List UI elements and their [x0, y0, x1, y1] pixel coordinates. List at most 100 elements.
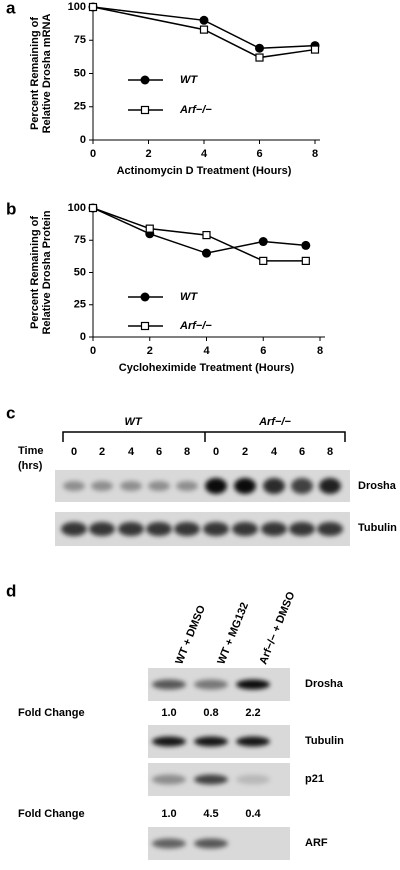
- marker: [199, 25, 209, 34]
- band: [236, 679, 270, 690]
- time-value: 8: [184, 446, 190, 458]
- band: [261, 522, 287, 536]
- band: [61, 522, 87, 536]
- row-label: ARF: [305, 837, 328, 849]
- time-value: 0: [71, 446, 77, 458]
- x-tick-label: 0: [90, 345, 96, 357]
- series-line: [92, 207, 306, 262]
- band: [174, 522, 200, 536]
- band: [236, 839, 270, 849]
- series-line: [92, 207, 306, 254]
- time-value: 4: [271, 446, 278, 458]
- band: [176, 481, 198, 491]
- band: [236, 736, 270, 747]
- y-tick-label: 0: [80, 331, 86, 343]
- lane-label: WT + DMSO: [173, 603, 208, 666]
- legend-marker: [140, 321, 150, 331]
- band: [289, 522, 315, 536]
- x-axis-label: Cycloheximide Treatment (Hours): [119, 362, 295, 374]
- row-label: Tubulin: [305, 735, 344, 747]
- band: [194, 838, 228, 849]
- x-tick-label: 8: [317, 345, 323, 357]
- panel-label: b: [6, 199, 16, 218]
- time-label: (hrs): [18, 460, 43, 472]
- y-tick-label: 75: [74, 234, 86, 246]
- band: [194, 774, 228, 785]
- marker: [310, 45, 320, 54]
- band: [236, 774, 270, 785]
- band: [263, 478, 285, 494]
- legend-label: Arf−/−: [179, 104, 212, 116]
- y-tick-label: 50: [74, 67, 86, 79]
- band: [152, 679, 186, 690]
- panel-label: a: [6, 0, 16, 17]
- y-tick-label: 50: [74, 266, 86, 278]
- time-value: 2: [242, 446, 248, 458]
- legend-label: Arf−/−: [179, 320, 212, 332]
- band: [317, 522, 343, 536]
- band: [194, 679, 228, 690]
- fold-value: 1.0: [161, 707, 176, 719]
- marker: [255, 53, 264, 62]
- marker: [301, 240, 311, 250]
- band: [152, 838, 186, 849]
- fold-value: 0.8: [203, 707, 218, 719]
- panel-label: d: [6, 581, 16, 600]
- marker: [255, 43, 264, 53]
- lane-label: Arf−/− + DMSO: [257, 590, 297, 667]
- marker: [145, 224, 154, 233]
- y-tick-label: 25: [74, 299, 86, 311]
- band: [291, 478, 313, 494]
- x-tick-label: 6: [260, 345, 266, 357]
- fold-value: 1.0: [161, 808, 176, 820]
- marker: [258, 237, 268, 247]
- x-tick-label: 4: [201, 148, 208, 160]
- band: [146, 522, 172, 536]
- fold-label: Fold Change: [18, 707, 85, 719]
- series-line: [92, 6, 316, 59]
- marker: [259, 256, 268, 265]
- y-axis-label: Percent Remaining of: [29, 216, 41, 329]
- band: [194, 736, 228, 747]
- panel-label: c: [6, 403, 15, 422]
- legend-marker: [140, 75, 150, 85]
- band: [234, 478, 256, 494]
- band: [89, 522, 115, 536]
- legend-marker: [140, 105, 150, 115]
- fold-value: 0.4: [245, 808, 261, 820]
- x-axis-label: Actinomycin D Treatment (Hours): [117, 165, 292, 177]
- fold-label: Fold Change: [18, 808, 85, 820]
- band: [232, 522, 258, 536]
- lane-label: WT + MG132: [215, 601, 251, 666]
- row-label: Drosha: [358, 480, 397, 492]
- x-tick-label: 0: [90, 148, 96, 160]
- x-tick-label: 2: [145, 148, 151, 160]
- band: [63, 481, 85, 491]
- fold-value: 4.5: [203, 808, 218, 820]
- y-tick-label: 100: [68, 202, 86, 214]
- row-label: Tubulin: [358, 522, 397, 534]
- x-tick-label: 8: [312, 148, 318, 160]
- time-value: 0: [213, 446, 219, 458]
- time-value: 4: [128, 446, 135, 458]
- time-value: 8: [327, 446, 333, 458]
- x-tick-label: 2: [147, 345, 153, 357]
- y-tick-label: 0: [80, 134, 86, 146]
- fold-value: 2.2: [245, 707, 260, 719]
- y-tick-label: 75: [74, 34, 86, 46]
- band: [205, 478, 227, 494]
- x-tick-label: 6: [256, 148, 262, 160]
- group-label: Arf−/−: [258, 416, 291, 428]
- band: [152, 736, 186, 747]
- y-axis-label: Relative Drosha Protein: [41, 210, 53, 334]
- marker: [199, 15, 209, 25]
- band: [118, 522, 144, 536]
- marker: [88, 2, 98, 12]
- time-label: Time: [18, 445, 43, 457]
- band: [91, 481, 113, 491]
- x-tick-label: 4: [203, 345, 210, 357]
- row-label: Drosha: [305, 678, 344, 690]
- y-axis-label: Relative Drosha mRNA: [41, 14, 53, 134]
